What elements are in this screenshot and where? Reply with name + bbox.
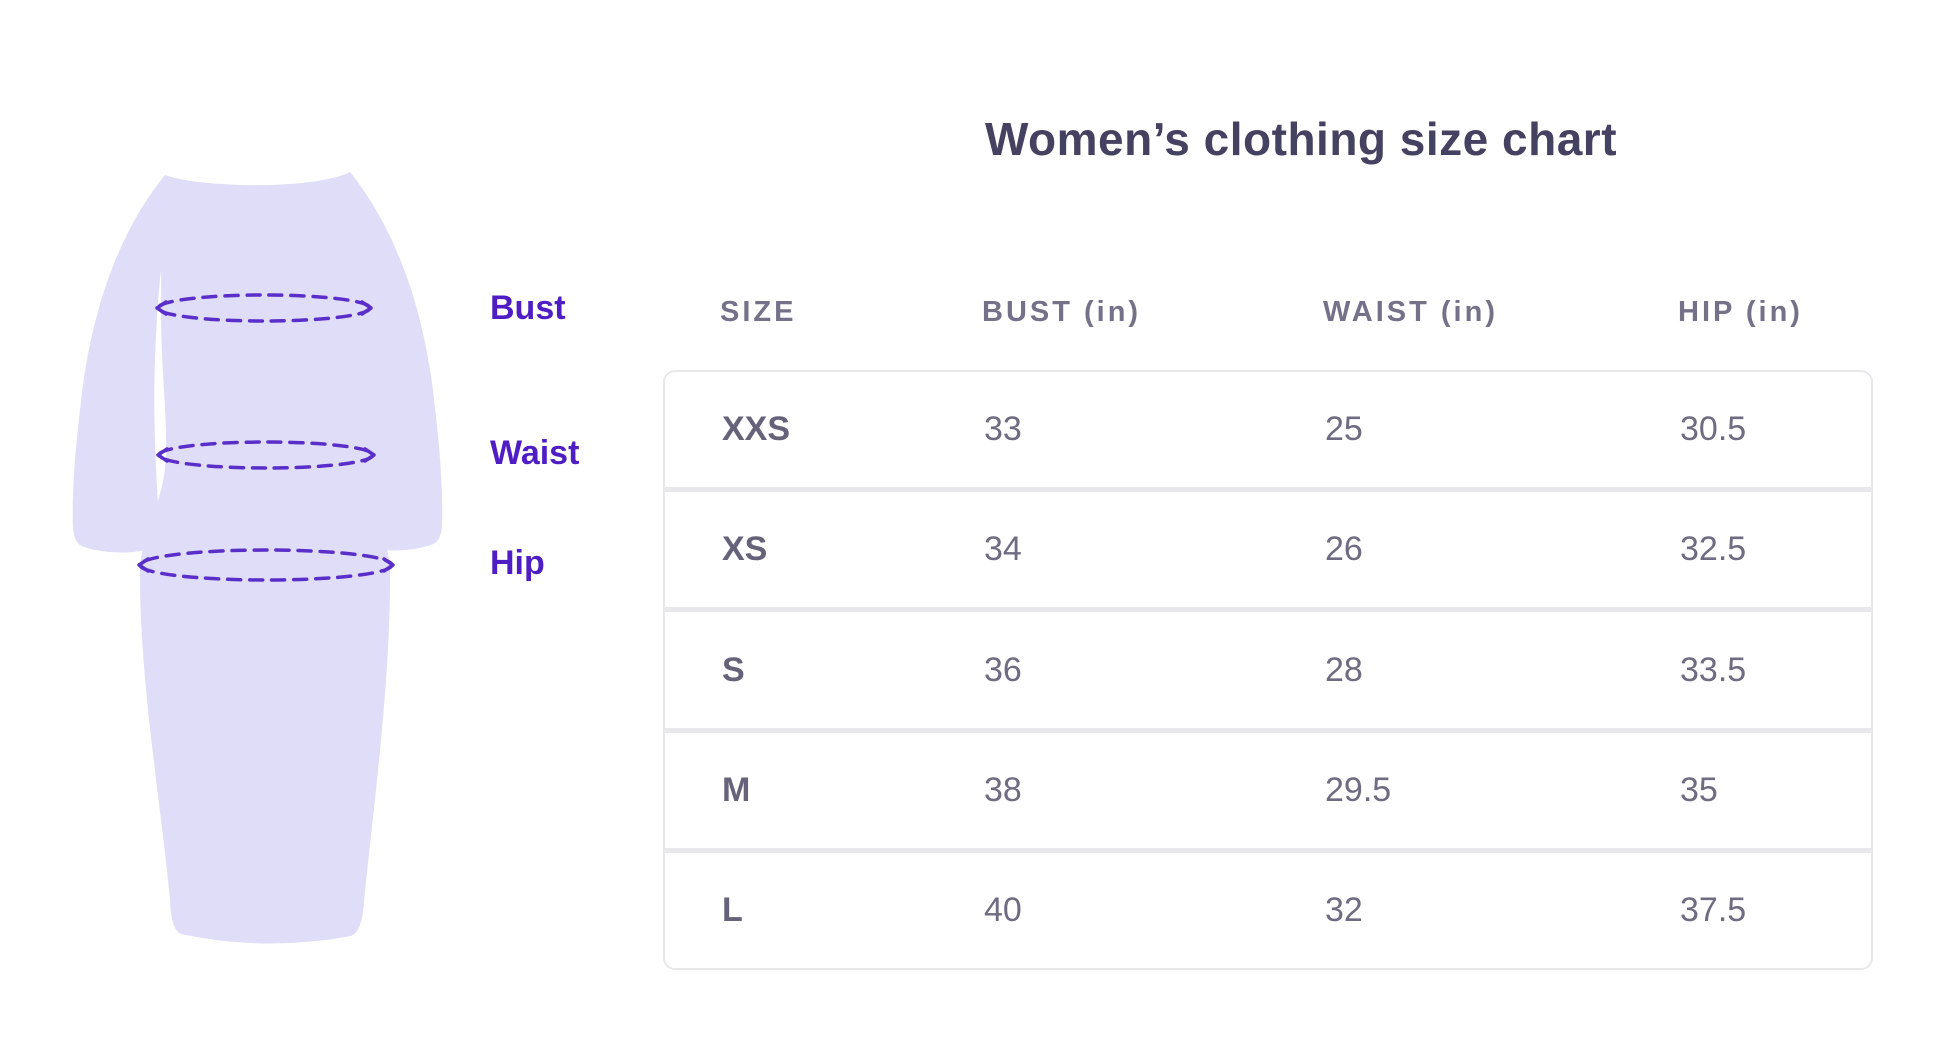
bust-cell: 34 bbox=[984, 530, 1022, 569]
hip-measure-ellipse bbox=[137, 548, 395, 582]
column-header-waist: WAIST (in) bbox=[1323, 296, 1498, 328]
size-cell: S bbox=[722, 650, 745, 689]
column-header-hip: HIP (in) bbox=[1678, 296, 1803, 328]
bust-cell: 33 bbox=[984, 410, 1022, 449]
waist-label: Waist bbox=[490, 434, 580, 472]
waist-measure-ellipse bbox=[156, 440, 376, 470]
size-cell: M bbox=[722, 770, 751, 809]
size-table: XXS 33 25 30.5 XS 34 26 32.5 S 36 28 33.… bbox=[663, 370, 1873, 970]
bust-measure-ellipse bbox=[155, 293, 373, 323]
dress-sleeve-left-shape bbox=[72, 175, 178, 553]
bust-cell: 40 bbox=[984, 890, 1022, 929]
dress-silhouette bbox=[72, 172, 443, 944]
waist-cell: 29.5 bbox=[1325, 770, 1392, 809]
waist-cell: 32 bbox=[1325, 890, 1363, 929]
column-header-bust: BUST (in) bbox=[982, 296, 1142, 328]
table-header-row: SIZE BUST (in) WAIST (in) HIP (in) bbox=[663, 296, 1873, 329]
table-row: M 38 29.5 35 bbox=[665, 727, 1871, 848]
size-cell: XXS bbox=[722, 410, 791, 449]
dress-body-shape bbox=[139, 172, 391, 944]
bust-label: Bust bbox=[490, 289, 566, 327]
hip-cell: 33.5 bbox=[1680, 650, 1747, 689]
hip-cell: 32.5 bbox=[1680, 530, 1747, 569]
bust-cell: 38 bbox=[984, 770, 1022, 809]
table-row: L 40 32 37.5 bbox=[665, 847, 1871, 968]
size-cell: L bbox=[722, 890, 743, 929]
table-row: XXS 33 25 30.5 bbox=[665, 372, 1871, 487]
waist-cell: 26 bbox=[1325, 530, 1363, 569]
hip-cell: 37.5 bbox=[1680, 890, 1747, 929]
column-header-size: SIZE bbox=[720, 296, 797, 328]
hip-cell: 30.5 bbox=[1680, 410, 1747, 449]
size-cell: XS bbox=[722, 530, 768, 569]
table-row: XS 34 26 32.5 bbox=[665, 487, 1871, 607]
table-row: S 36 28 33.5 bbox=[665, 607, 1871, 727]
waist-cell: 28 bbox=[1325, 650, 1363, 689]
bust-cell: 36 bbox=[984, 650, 1022, 689]
hip-cell: 35 bbox=[1680, 770, 1718, 809]
hip-label: Hip bbox=[490, 544, 545, 582]
waist-cell: 25 bbox=[1325, 410, 1363, 449]
page-title: Women’s clothing size chart bbox=[984, 113, 1618, 165]
